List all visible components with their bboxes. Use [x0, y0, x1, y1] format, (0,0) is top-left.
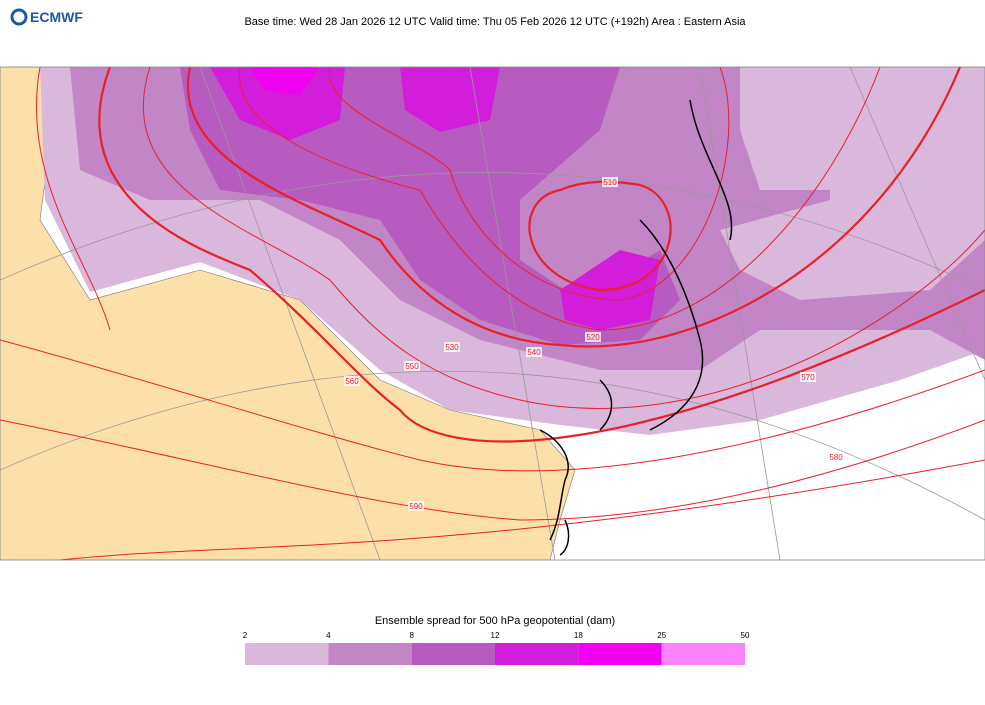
spread-2-4-upper: [740, 67, 900, 190]
legend-tick-label: 8: [409, 631, 414, 640]
contour-label-bg: [585, 332, 601, 342]
contour-label-bg: [444, 342, 460, 352]
contour-label: 560: [345, 377, 359, 386]
contour-labels: 510 520 530 540 550 560 570 580 590: [344, 177, 844, 511]
contour-label-bg: [526, 347, 542, 357]
contour-label: 590: [409, 502, 423, 511]
header-title: Base time: Wed 28 Jan 2026 12 UTC Valid …: [244, 16, 746, 28]
logo-icon: [10, 8, 28, 26]
contour-label-bg: [344, 376, 360, 386]
contour-label: 570: [801, 373, 815, 382]
legend-swatch: [411, 643, 495, 665]
legend-tick-label: 25: [657, 631, 666, 640]
contour-label: 510: [603, 178, 617, 187]
legend-title: Ensemble spread for 500 hPa geopotential…: [375, 615, 615, 627]
legend-tick-label: 12: [491, 631, 500, 640]
contour-label: 520: [586, 333, 600, 342]
contour-label-bg: [408, 501, 424, 511]
contour-label: 580: [829, 453, 843, 462]
spread-18-25: [250, 67, 320, 95]
logo: ECMWF: [10, 8, 83, 26]
contour-label: 540: [527, 348, 541, 357]
legend-tick-label: 18: [574, 631, 583, 640]
contour-label-bg: [800, 372, 816, 382]
legend-swatch: [245, 643, 329, 665]
legend-tick-label: 4: [326, 631, 331, 640]
contour-label-bg: [602, 177, 618, 187]
coastlines: [539, 99, 733, 556]
map-frame: [0, 66, 985, 561]
legend-tick-label: 2: [243, 631, 248, 640]
graticule: [0, 67, 985, 560]
contour-label-bg: [828, 452, 844, 462]
legend-tick-label: 50: [741, 631, 750, 640]
legend-swatch: [578, 643, 662, 665]
spread-12-18: [210, 67, 660, 330]
land: [0, 67, 576, 560]
logo-text: ECMWF: [30, 9, 83, 25]
contour-label-bg: [404, 361, 420, 371]
legend-swatch: [661, 643, 745, 665]
contour-label: 550: [405, 362, 419, 371]
map: 510 520 530 540 550 560 570 580 590: [0, 66, 985, 561]
legend-swatch: [495, 643, 579, 665]
legend-swatch: [328, 643, 412, 665]
legend: 2 4 8 12 18 25 50: [243, 631, 750, 665]
contour-label: 530: [445, 343, 459, 352]
